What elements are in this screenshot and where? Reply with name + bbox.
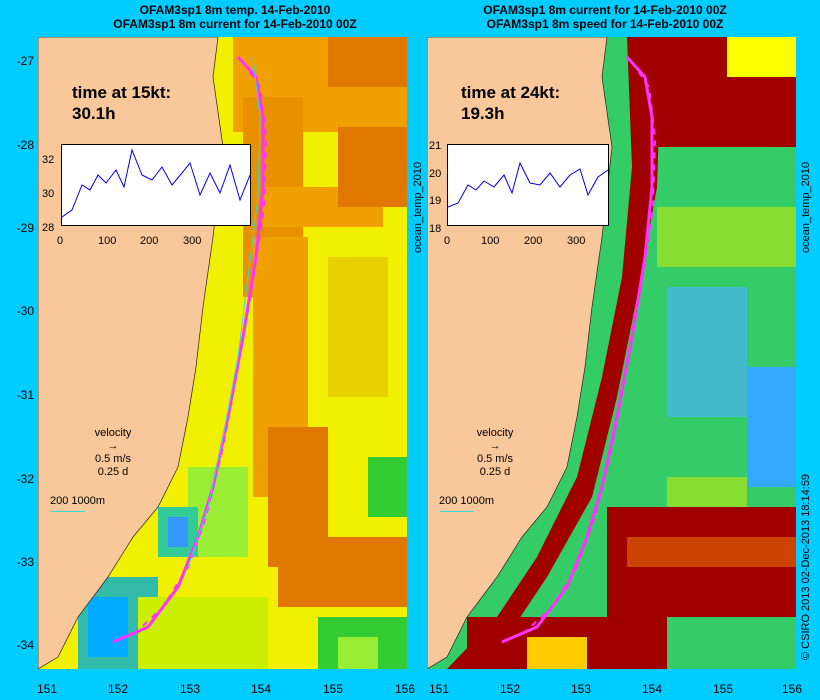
velocity-arrow-icon: → <box>107 440 119 452</box>
x-tick: 153 <box>570 682 592 696</box>
left-inset-xtick: 300 <box>183 235 202 247</box>
x-tick: 155 <box>322 682 344 696</box>
left-inset-ytick: 32 <box>42 154 55 166</box>
left-inset-plot <box>61 144 251 226</box>
left-inset-series <box>62 148 250 218</box>
y-tick: -32 <box>16 472 34 486</box>
left-side-label: ocean_temp_2010 <box>412 161 424 253</box>
x-tick: 156 <box>394 682 416 696</box>
velocity-arrow-icon: → <box>489 440 501 452</box>
left-inset-xtick: 200 <box>140 235 159 247</box>
y-tick: -28 <box>16 138 34 152</box>
right-map-field <box>427 37 796 669</box>
y-tick: -34 <box>16 638 34 652</box>
left-inset-ytick: 30 <box>42 188 55 200</box>
right-title-2: OFAM3sp1 8m speed for 14-Feb-2010 00Z <box>486 17 724 31</box>
right-inset-series <box>448 161 608 208</box>
right-inset-ytick: 21 <box>429 140 442 152</box>
right-inset-xtick: 100 <box>481 235 500 247</box>
right-depth-legend: 200 1000m <box>439 495 495 507</box>
x-tick: 154 <box>250 682 272 696</box>
y-tick: -30 <box>16 304 34 318</box>
right-inset-ytick: 19 <box>429 195 442 207</box>
left-velocity-legend: velocity → 0.5 m/s 0.25 d <box>83 427 143 479</box>
right-inset-xtick: 0 <box>444 235 451 247</box>
right-map-panel: time at 24kt: 19.3h 21 20 19 18 0 100 20… <box>427 37 796 669</box>
credit-label: © CSIRO 2013 02-Dec-2013 18:14:59 <box>800 473 812 660</box>
right-depth-line <box>440 511 474 512</box>
left-map-panel: time at 15kt: 30.1h 32 30 28 0 100 200 3… <box>38 37 407 669</box>
y-tick: -29 <box>16 221 34 235</box>
y-tick: -33 <box>16 555 34 569</box>
left-depth-legend: 200 1000m <box>50 495 106 507</box>
left-time-label: time at 15kt: 30.1h <box>72 83 172 123</box>
x-tick: 151 <box>428 682 450 696</box>
right-inset-plot <box>447 144 609 226</box>
y-tick: -31 <box>16 388 34 402</box>
x-tick: 152 <box>499 682 521 696</box>
left-title-2: OFAM3sp1 8m current for 14-Feb-2010 00Z <box>113 17 357 31</box>
left-inset-xtick: 100 <box>98 235 117 247</box>
right-side-label: ocean_temp_2010 <box>800 161 812 253</box>
y-tick: -27 <box>16 54 34 68</box>
x-tick: 154 <box>641 682 663 696</box>
right-title-1: OFAM3sp1 8m current for 14-Feb-2010 00Z <box>483 3 727 17</box>
left-map-field <box>38 37 407 669</box>
x-tick: 152 <box>107 682 129 696</box>
x-tick: 151 <box>36 682 58 696</box>
left-title-1: OFAM3sp1 8m temp. 14-Feb-2010 <box>139 3 331 17</box>
left-depth-line <box>51 511 85 512</box>
x-tick: 156 <box>781 682 803 696</box>
right-inset-xtick: 300 <box>567 235 586 247</box>
right-inset-xtick: 200 <box>524 235 543 247</box>
x-tick: 153 <box>179 682 201 696</box>
right-velocity-legend: velocity → 0.5 m/s 0.25 d <box>465 427 525 479</box>
right-inset-ytick: 18 <box>429 223 442 235</box>
left-inset-xtick: 0 <box>57 235 64 247</box>
x-tick: 155 <box>712 682 734 696</box>
right-time-label: time at 24kt: 19.3h <box>461 83 561 123</box>
right-inset-ytick: 20 <box>429 168 442 180</box>
left-inset-ytick: 28 <box>42 222 55 234</box>
